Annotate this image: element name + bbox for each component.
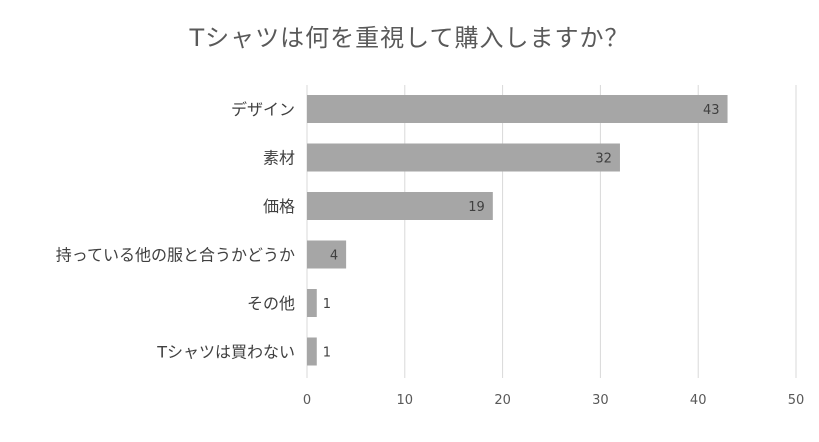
x-tick-label: 20 [494,393,511,408]
bar [307,289,317,317]
x-tick-label: 40 [690,393,707,408]
category-label: 持っている他の服と合うかどうか [56,246,295,265]
data-labels: 43 32 19 4 1 1 [323,103,720,361]
data-label: 43 [703,103,720,118]
data-label: 4 [330,249,338,264]
grid-lines [306,85,797,378]
bar [307,337,317,366]
category-label: デザイン [231,100,295,119]
category-label: 素材 [263,149,295,168]
data-label: 19 [468,200,485,215]
bar [307,95,728,123]
bar [307,192,493,220]
data-label: 32 [595,152,612,167]
bar [307,143,620,172]
bars [307,95,728,366]
x-tick-label: 0 [303,393,311,408]
category-label: Tシャツは買わない [156,343,295,362]
x-axis-ticks: 0 10 20 30 40 50 [303,393,804,408]
chart-title: Tシャツは何を重視して購入しますか？ [189,24,630,52]
category-label: 価格 [263,197,295,216]
x-tick-label: 30 [592,393,609,408]
data-label: 1 [323,346,331,361]
x-tick-label: 10 [397,393,414,408]
bar [307,240,347,269]
category-label: その他 [247,294,295,313]
x-tick-label: 50 [788,393,805,408]
data-label: 1 [323,297,331,312]
